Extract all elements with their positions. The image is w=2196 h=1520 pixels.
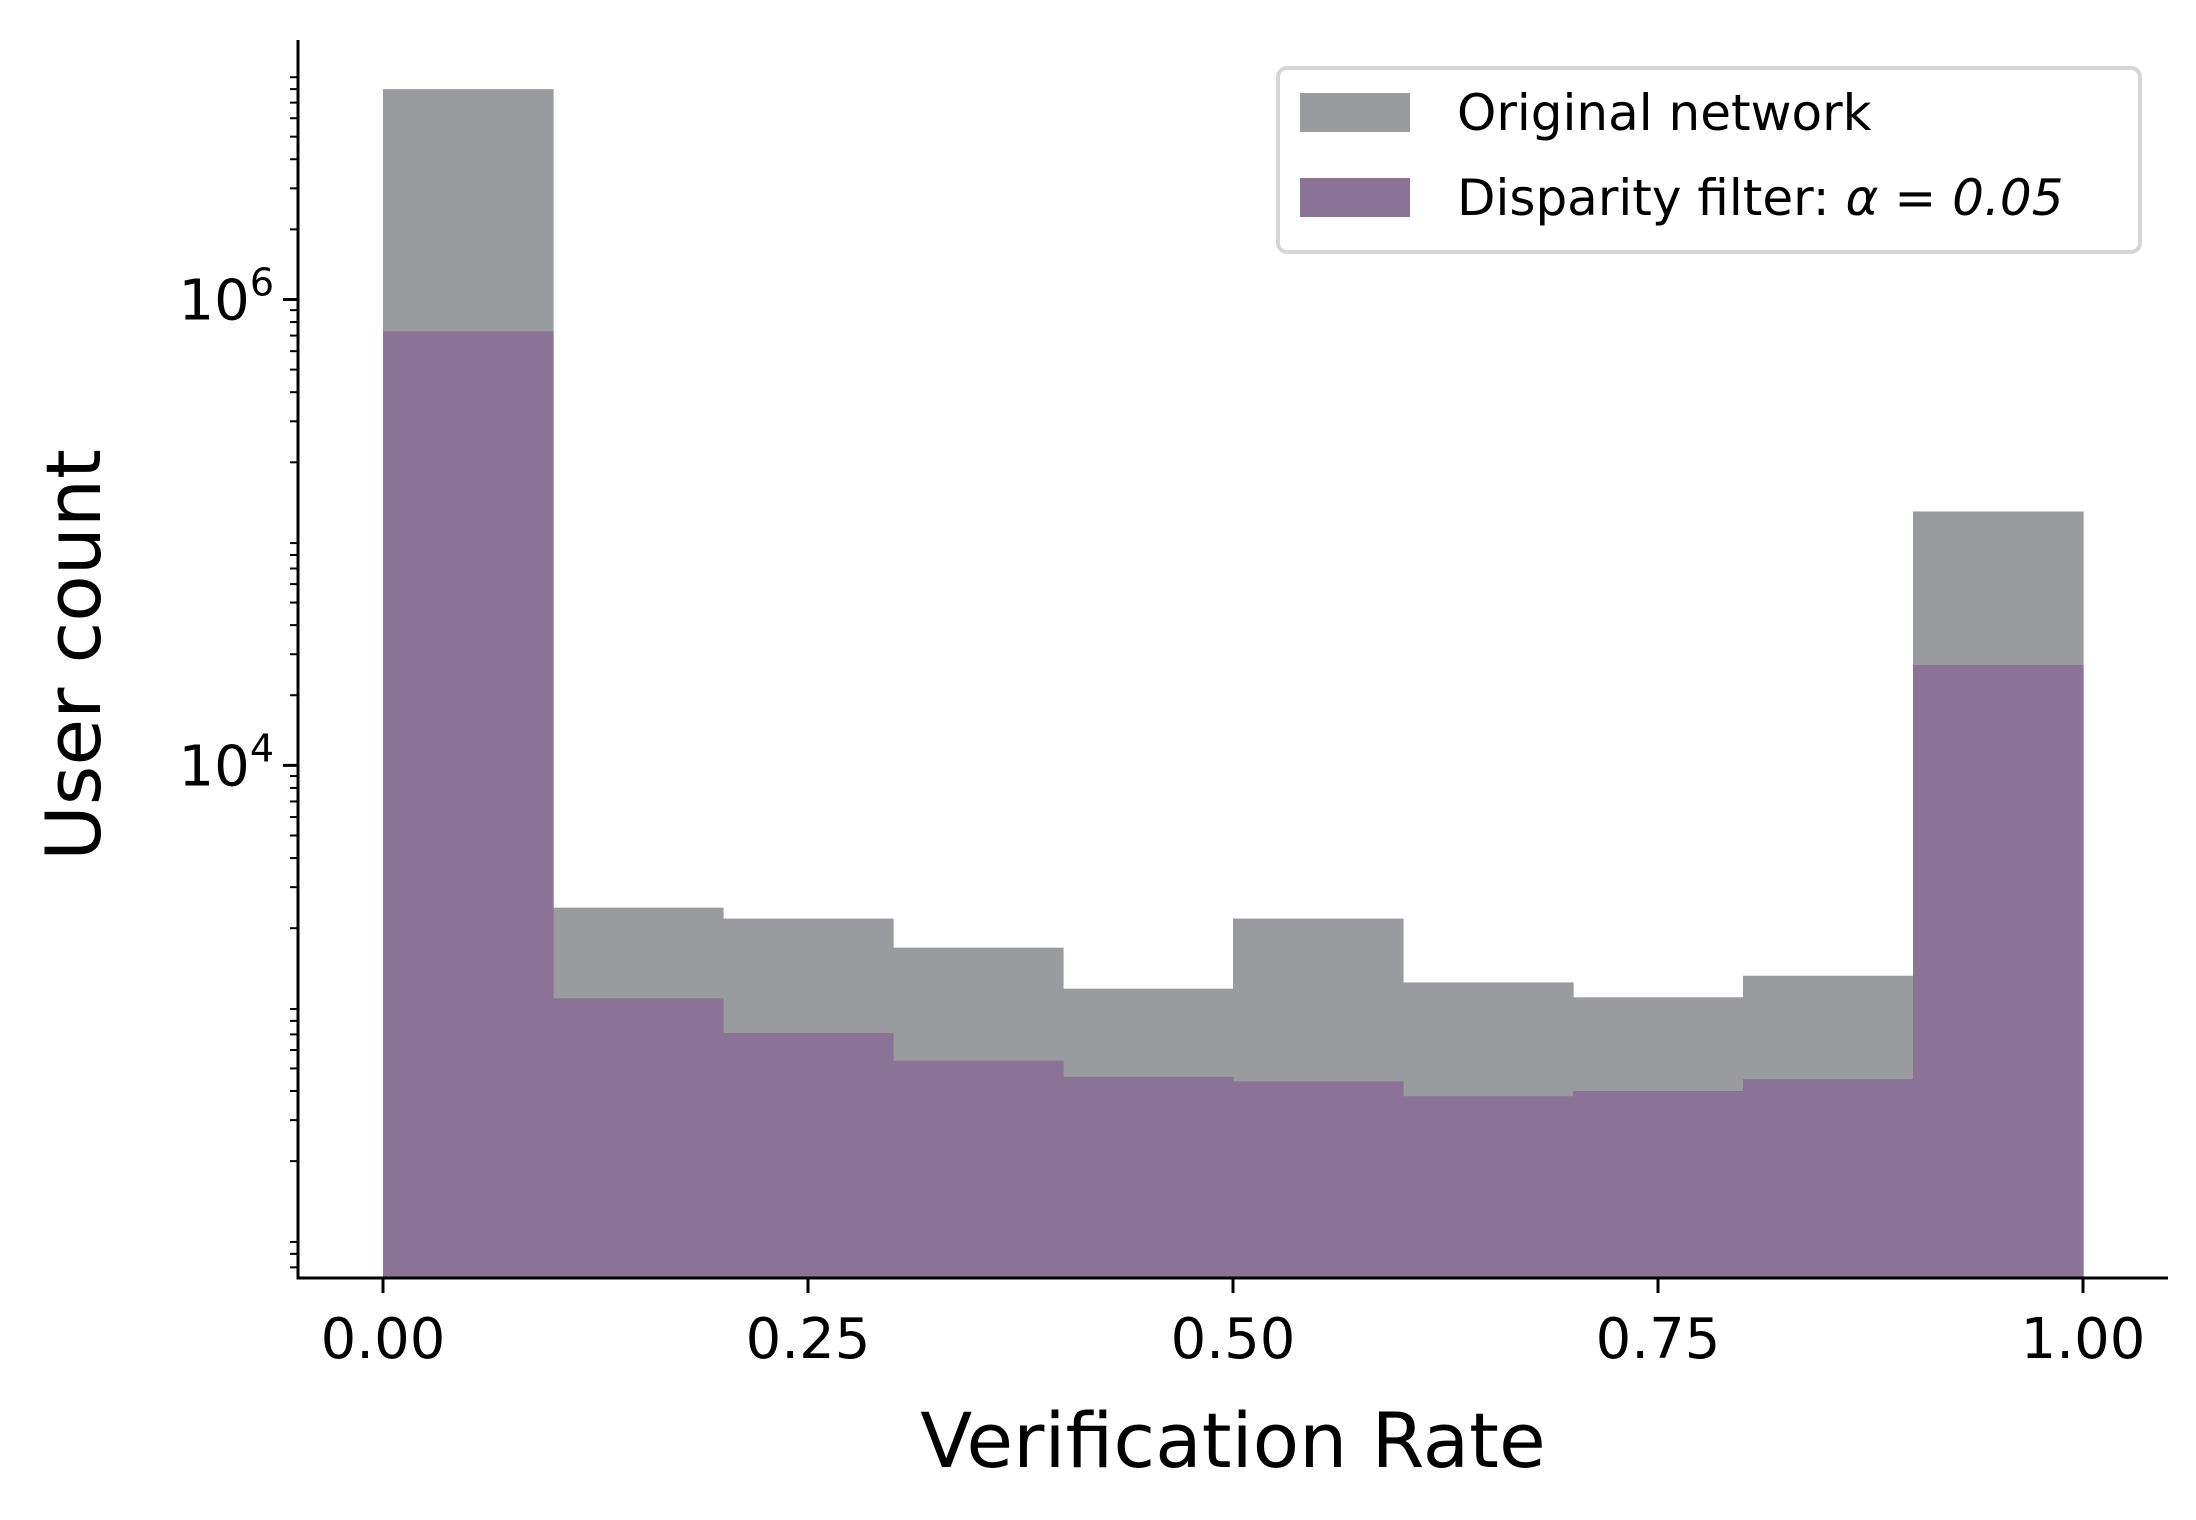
legend-label-disparity-filter: Disparity filter: α = 0.05 [1457,169,2064,227]
x-tick-label: 1.00 [2021,1307,2146,1372]
y-axis-title: User count [29,449,118,861]
disparity-filter-bar-2 [723,1032,894,1278]
x-tick-label: 0.25 [746,1307,871,1372]
disparity-filter-bars [383,331,2084,1278]
disparity-filter-bar-8 [1743,1079,1914,1278]
y-tick-label: 106 [179,260,274,333]
legend-box [1276,66,2142,254]
legend-label-original-network: Original network [1457,84,1872,142]
disparity-filter-bar-4 [1063,1076,1234,1278]
x-ticks: 0.00 0.25 0.50 0.75 1.00 [321,1278,2146,1372]
x-tick-label: 0.75 [1596,1307,1721,1372]
disparity-filter-bar-3 [893,1060,1064,1278]
legend-swatch-disparity-filter [1300,178,1410,217]
x-tick-label: 0.50 [1171,1307,1296,1372]
legend: Original network Disparity filter: α = 0… [1276,66,2142,254]
disparity-filter-bar-0 [383,331,554,1278]
disparity-filter-bar-6 [1403,1096,1574,1278]
x-axis-title: Verification Rate [920,1396,1545,1485]
y-tick-label: 104 [179,726,274,799]
disparity-filter-bar-1 [553,998,724,1278]
disparity-filter-bar-7 [1573,1091,1744,1278]
legend-swatch-original-network [1300,93,1410,132]
x-tick-label: 0.00 [321,1307,446,1372]
y-ticks: 106 104 [179,76,298,1269]
disparity-filter-bar-5 [1233,1081,1404,1278]
disparity-filter-bar-9 [1913,664,2084,1278]
